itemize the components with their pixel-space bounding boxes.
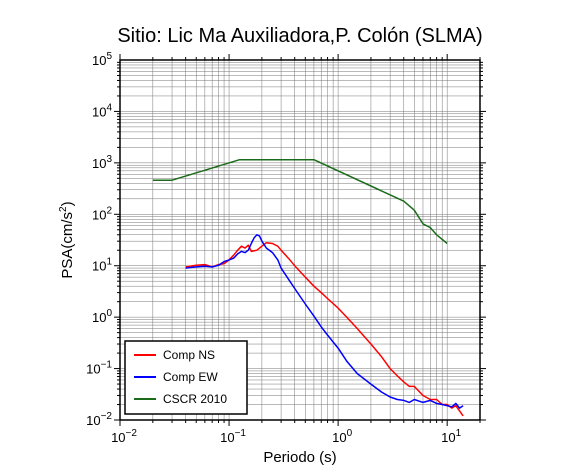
plot-frame [119, 59, 481, 421]
y-axis-label: PSA(cm/s2) [58, 201, 76, 278]
series-layer [152, 158, 464, 417]
chart-title: Sitio: Lic Ma Auxiliadora,P. Colón (SLMA… [117, 25, 482, 47]
x-tick-labels: 10−2 10−1 100 101 [111, 428, 462, 445]
legend: Comp NS Comp EW CSCR 2010 [124, 340, 248, 415]
x-tick-label: 101 [441, 428, 461, 445]
legend-label-comp-ns: Comp NS [163, 348, 215, 362]
x-tick-label: 10−1 [220, 428, 246, 445]
y-axis-label-sup: 2 [58, 206, 69, 212]
y-tick-label: 10−1 [86, 360, 112, 377]
y-tick-label: 103 [92, 154, 112, 171]
axis-ticks [114, 54, 486, 426]
x-axis-label: Periodo (s) [263, 449, 336, 466]
y-tick-labels: 10−2 10−1 100 101 102 103 104 105 [86, 51, 112, 428]
y-tick-label: 10−2 [86, 411, 112, 428]
legend-label-cscr-2010: CSCR 2010 [163, 392, 227, 406]
legend-items: Comp NS Comp EW CSCR 2010 [134, 348, 227, 406]
y-tick-label: 100 [92, 308, 112, 325]
x-tick-label: 100 [332, 428, 352, 445]
series-line-comp-ew [185, 234, 464, 409]
legend-label-comp-ew: Comp EW [163, 370, 218, 384]
x-tick-label: 10−2 [111, 428, 137, 445]
y-axis-label-end: ) [59, 201, 76, 206]
y-tick-label: 101 [92, 257, 112, 274]
y-tick-label: 104 [92, 102, 112, 119]
y-axis-label-main: PSA(cm/s [59, 212, 76, 279]
y-tick-label: 105 [92, 51, 112, 68]
series-line-comp-ns [185, 241, 464, 417]
y-tick-label: 102 [92, 205, 112, 222]
series-line-cscr-2010 [152, 158, 448, 245]
